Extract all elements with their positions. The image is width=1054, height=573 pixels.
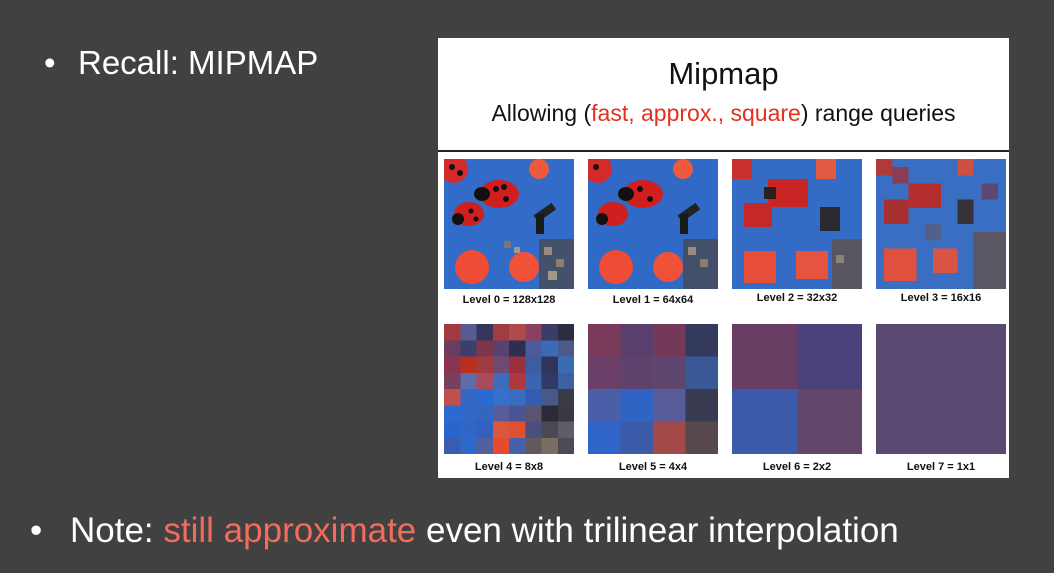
level-6-label: Level 6 = 2x2: [762, 461, 832, 473]
mip-level-4-image: [444, 324, 574, 454]
mip-level-6-image: [732, 324, 862, 454]
subtitle-suffix: ) range queries: [800, 100, 956, 126]
header-divider: [438, 150, 1009, 152]
bullet-recall: • Recall: MIPMAP: [44, 46, 318, 79]
mip-level-0-image: [444, 159, 574, 289]
level-4-label: Level 4 = 8x8: [474, 461, 544, 473]
mip-level-5-image: [588, 324, 718, 454]
level-7-label: Level 7 = 1x1: [906, 461, 976, 473]
note-suffix: even with trilinear interpolation: [416, 511, 899, 550]
level-1-label: Level 1 = 64x64: [612, 294, 694, 306]
subtitle-highlight: fast, approx., square: [591, 100, 801, 126]
bullet-marker: •: [30, 511, 43, 550]
note-highlight: still approximate: [163, 511, 417, 550]
note-prefix: Note:: [70, 511, 164, 550]
recall-text: Recall: MIPMAP: [78, 44, 319, 81]
level-3-label: Level 3 = 16x16: [900, 292, 982, 304]
mip-level-2-image: [732, 159, 862, 289]
figure-subtitle: Allowing (fast, approx., square) range q…: [438, 100, 1009, 127]
level-5-label: Level 5 = 4x4: [618, 461, 688, 473]
subtitle-prefix: Allowing (: [491, 100, 592, 126]
figure-header: Mipmap Allowing (fast, approx., square) …: [438, 38, 1009, 150]
bullet-marker: •: [44, 44, 56, 81]
mip-level-1-image: [588, 159, 718, 289]
figure-title: Mipmap: [668, 56, 779, 91]
bullet-note: • Note: still approximate even with trili…: [30, 513, 899, 548]
mip-level-7-image: [876, 324, 1006, 454]
level-2-label: Level 2 = 32x32: [756, 292, 838, 304]
mipmap-figure: Mipmap Allowing (fast, approx., square) …: [438, 38, 1009, 478]
mip-level-3-image: [876, 159, 1006, 289]
level-0-label: Level 0 = 128x128: [462, 294, 556, 306]
